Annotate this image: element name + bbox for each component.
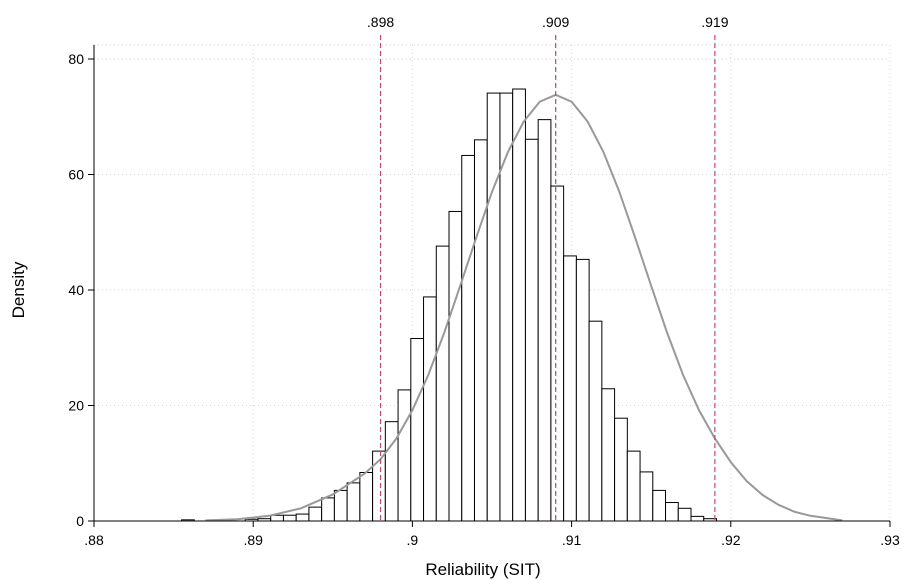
histogram-bar	[614, 417, 628, 522]
histogram-bar	[486, 92, 501, 522]
y-tick-label: 20	[68, 398, 84, 414]
y-tick-label: 80	[68, 51, 84, 67]
histogram-bars	[181, 88, 717, 522]
histogram-bar	[626, 450, 641, 522]
histogram-bar	[397, 389, 412, 522]
histogram-bar	[448, 210, 463, 522]
histogram-bar	[410, 338, 425, 522]
x-tick-label: .9	[407, 532, 419, 548]
histogram-bar	[677, 507, 692, 522]
histogram-bar	[537, 119, 552, 522]
y-tick-label: 60	[68, 167, 84, 183]
x-tick-label: .92	[721, 532, 741, 548]
x-tick-label: .91	[562, 532, 582, 548]
x-tick-label: .89	[243, 532, 263, 548]
reference-line-label: .919	[701, 14, 728, 30]
histogram-bar	[359, 471, 374, 522]
histogram-bar	[575, 258, 590, 522]
tick-labels: .88 .89 .9 .91 .92 .93 0 20 40 60 80	[68, 51, 900, 548]
histogram-bar	[333, 489, 348, 522]
histogram-bar	[665, 502, 679, 522]
histogram-bar	[690, 515, 705, 522]
y-tick-label: 40	[68, 282, 84, 298]
y-axis-title: Density	[9, 261, 28, 318]
axes	[88, 45, 891, 527]
reference-line-label: .898	[367, 14, 394, 30]
y-tick-label: 0	[76, 513, 84, 529]
reference-lines: .898 .909 .919	[367, 14, 729, 521]
histogram-bar	[588, 320, 603, 522]
histogram-bar	[384, 421, 399, 522]
histogram-bar	[601, 388, 616, 522]
histogram-bar	[563, 255, 577, 522]
histogram-bar	[308, 506, 323, 522]
histogram-bar	[423, 296, 437, 522]
histogram-bar	[550, 185, 565, 522]
histogram-bar	[321, 497, 335, 522]
x-axis-title: Reliability (SIT)	[425, 560, 540, 579]
x-tick-label: .93	[880, 532, 900, 548]
histogram-bar	[295, 513, 310, 522]
histogram-bar	[461, 154, 475, 522]
histogram-bar	[282, 514, 297, 522]
histogram-bar	[639, 471, 654, 522]
histogram-bar	[652, 489, 667, 522]
histogram-bar	[512, 88, 526, 522]
histogram-bar	[473, 139, 488, 522]
histogram-bar	[524, 138, 539, 522]
histogram-bar	[435, 245, 450, 522]
histogram-bar	[346, 482, 361, 522]
x-tick-label: .88	[84, 532, 104, 548]
reference-line-label: .909	[542, 14, 569, 30]
histogram-bar	[270, 514, 284, 522]
